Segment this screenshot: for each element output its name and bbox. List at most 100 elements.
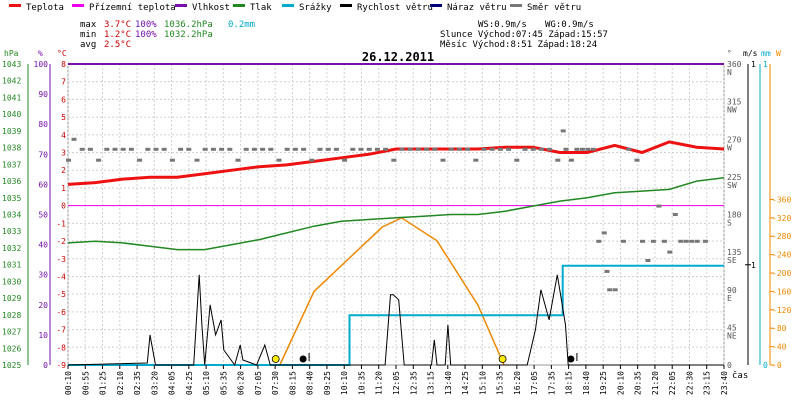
x-tick-label: 11:20: [375, 371, 384, 395]
tick-label-dir-card: N: [727, 68, 732, 77]
wind-direction-point: [560, 129, 566, 133]
legend-swatch: [175, 4, 187, 7]
stats-panel: max 3.7°C 100% 1036.2hPa 0.2mm min 1.2°C…: [80, 20, 608, 50]
tick-label-temp: -5: [56, 290, 66, 299]
wind-direction-point: [661, 239, 667, 243]
wind-direction-point: [596, 239, 602, 243]
wind-direction-point: [128, 147, 134, 151]
legend-label: Tlak: [250, 3, 272, 13]
tick-label-dir-card: S: [727, 219, 732, 228]
tick-label-hpa: 1036: [2, 177, 21, 186]
wind-direction-point: [432, 147, 438, 151]
tick-label-temp: 6: [61, 95, 66, 104]
wind-direction-point: [251, 147, 257, 151]
wind-direction-point: [268, 147, 274, 151]
wind-direction-point: [604, 269, 610, 273]
legend-label: Srážky: [299, 3, 332, 13]
tick-label-hpa: 1035: [2, 194, 21, 203]
tick-label-hpa: 1032: [2, 244, 21, 253]
tick-label-hpa: 1034: [2, 211, 21, 220]
stat-ws: WS:0.9m/s: [478, 20, 527, 30]
tick-label-pct: 100: [34, 60, 49, 69]
axis-title-mm: mm: [761, 49, 771, 58]
wind-direction-point: [538, 147, 544, 151]
sunrise-marker: [271, 355, 280, 363]
tick-label-pct: 50: [38, 211, 48, 220]
legend-swatch: [430, 4, 442, 7]
wind-direction-point: [640, 239, 645, 243]
wind-direction-point: [694, 239, 700, 243]
tick-label-dir: 135: [727, 248, 742, 257]
stat-moon: Měsíc Východ:8:51 Západ:18:24: [440, 40, 597, 50]
wind-direction-point: [161, 147, 167, 151]
x-axis-ticks: 00:10 00:55 01:25 02:10 02:35 03:20 04:05 04:25…: [64, 365, 729, 395]
wind-direction-point: [590, 147, 596, 151]
tick-label-mm: 0: [763, 361, 768, 370]
tick-label-temp: 3: [61, 149, 66, 158]
wind-direction-point: [702, 239, 708, 243]
x-tick-label: 08:40: [306, 371, 315, 395]
wind-direction-point: [568, 158, 574, 162]
tick-label-dir-card: E: [727, 294, 732, 303]
tick-label-hpa: 1033: [2, 227, 21, 236]
stat-avg-label: avg: [80, 40, 96, 50]
stat-min-label: min: [80, 30, 96, 40]
tick-label-hpa: 1029: [2, 294, 21, 303]
tick-label-temp: -4: [56, 272, 66, 281]
x-tick-label: 01:25: [99, 371, 108, 395]
wind-direction-point: [391, 158, 397, 162]
wind-direction-point: [683, 239, 689, 243]
x-tick-label: 13:15: [427, 371, 436, 395]
wind-direction-point: [284, 147, 290, 151]
tick-label-mm: 1: [763, 60, 768, 69]
wind-direction-point: [547, 147, 553, 151]
wind-direction-point: [555, 158, 561, 162]
x-tick-label: 07:30: [271, 371, 280, 395]
axes: hPa1043104210411040103910381037103610351…: [2, 49, 791, 370]
series: [66, 63, 725, 367]
wind-direction-point: [620, 239, 626, 243]
wind-direction-point: [374, 147, 380, 151]
tick-label-dir-card: SE: [727, 256, 737, 265]
x-tick-label: 17:05: [530, 371, 539, 395]
tick-label-hpa: 1028: [2, 311, 21, 320]
wind-direction-point: [301, 147, 307, 151]
tick-label-temp: -8: [56, 343, 66, 352]
moonset-marker: [567, 355, 575, 363]
tick-label-dir: 225: [727, 173, 742, 182]
wind-direction-point: [506, 147, 512, 151]
tick-label-dir: 45: [727, 323, 737, 332]
wind-direction-point: [79, 147, 85, 151]
tick-label-pct: 40: [38, 241, 48, 250]
x-tick-label: 12:35: [409, 371, 418, 395]
wind-direction-point: [626, 147, 632, 151]
tick-label-temp: 4: [61, 131, 66, 140]
tick-label-dir: 270: [727, 135, 742, 144]
tick-label-temp: -9: [56, 361, 66, 370]
wind-direction-point: [358, 147, 364, 151]
legend-swatch: [282, 4, 294, 7]
x-tick-label: 03:20: [150, 371, 159, 395]
x-tick-label: 14:25: [461, 371, 470, 395]
x-tick-label: 18:15: [565, 371, 574, 395]
x-tick-label: 02:10: [116, 371, 125, 395]
wind-direction-point: [333, 147, 339, 151]
tick-label-hpa: 1030: [2, 277, 21, 286]
x-tick-label: 15:10: [478, 371, 487, 395]
wind-direction-point: [514, 158, 520, 162]
wind-direction-point: [309, 158, 315, 162]
wind-direction-point: [601, 231, 607, 235]
grid: [67, 63, 725, 366]
wind-direction-point: [424, 147, 430, 151]
series-pressure: [67, 176, 725, 251]
wind-direction-point: [227, 147, 233, 151]
x-tick-label: 20:35: [634, 371, 643, 395]
legend-label: Náraz větru: [447, 3, 507, 13]
tick-label-pct: 10: [38, 331, 48, 340]
wind-direction-point: [153, 147, 159, 151]
legend-label: Směr větru: [527, 3, 581, 13]
x-tick-label: 22:30: [685, 371, 694, 395]
wind-direction-point: [563, 147, 569, 151]
x-tick-label: 00:10: [64, 371, 73, 395]
